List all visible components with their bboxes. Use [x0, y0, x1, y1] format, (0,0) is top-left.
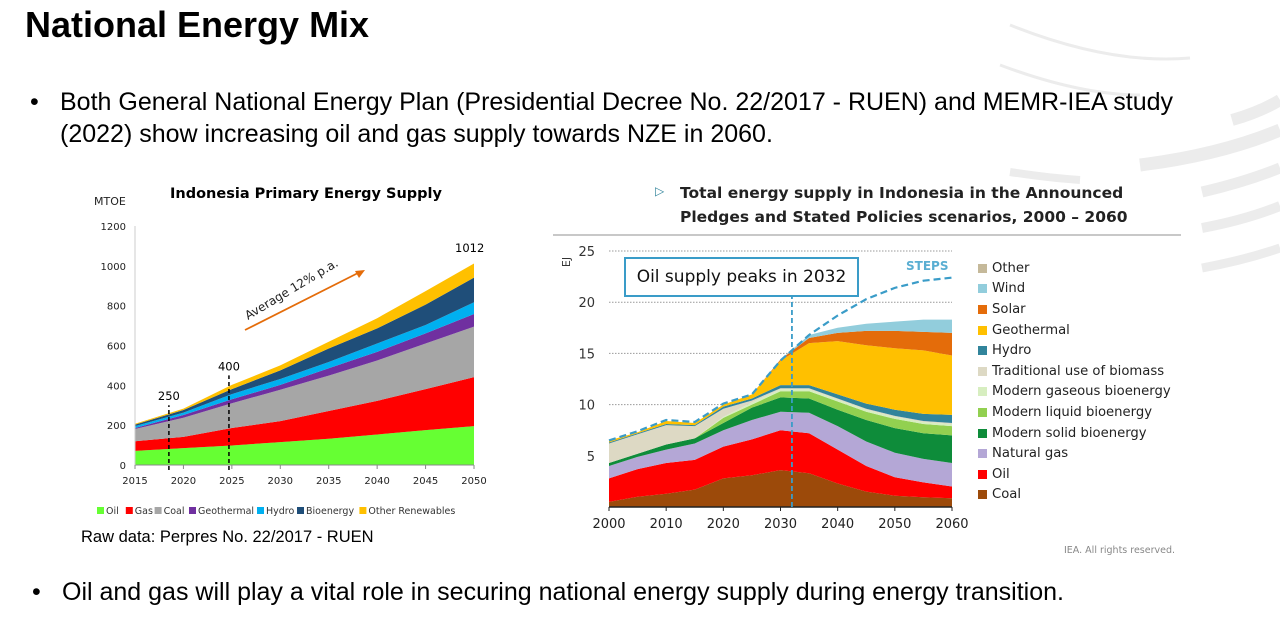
- area-gas: [135, 377, 474, 451]
- legend-swatch: [978, 346, 987, 356]
- bullet-icon: •: [32, 578, 41, 606]
- legend-swatch: [978, 449, 987, 459]
- triangle-right-icon: ▷: [655, 184, 665, 198]
- legend-label: Oil: [106, 506, 119, 517]
- x-tick-label: 2015: [122, 476, 147, 487]
- x-tick-label: 2045: [413, 476, 438, 487]
- oil-peak-callout: Oil supply peaks in 2032: [624, 257, 859, 297]
- legend-item: Oil: [978, 464, 1171, 485]
- legend-label: Geothermal: [992, 322, 1070, 338]
- x-tick-label: 2030: [268, 476, 293, 487]
- legend-swatch: [97, 507, 104, 514]
- legend-label: Modern liquid bioenergy: [992, 404, 1153, 420]
- legend-item: Other: [978, 258, 1171, 279]
- y-tick-label: 1000: [101, 262, 126, 273]
- chart-title: Total energy supply in Indonesia in the …: [680, 184, 1128, 226]
- legend-label: Coal: [164, 506, 185, 517]
- legend-label: Wind: [992, 281, 1026, 297]
- legend-label: Other: [992, 260, 1030, 276]
- legend-swatch: [125, 507, 133, 514]
- legend-swatch: [978, 407, 987, 417]
- legend-label: Solar: [992, 301, 1026, 317]
- legend-swatch: [257, 507, 264, 514]
- legend-label: Coal: [992, 487, 1022, 503]
- legend-label: Modern gaseous bioenergy: [992, 384, 1171, 400]
- legend-label: Natural gas: [992, 446, 1069, 462]
- legend-swatch: [978, 428, 987, 438]
- legend-label: Other Renewables: [368, 506, 455, 517]
- legend-label: Gas: [135, 506, 153, 517]
- chart-title: Indonesia Primary Energy Supply: [170, 186, 443, 202]
- legend-label: Geothermal: [198, 506, 254, 517]
- legend-label: Bioenergy: [306, 506, 354, 517]
- chart-legend: Other Wind Solar Geothermal Hydro Traditional…: [978, 258, 1171, 505]
- legend-swatch: [297, 507, 304, 514]
- legend-item: Wind: [978, 279, 1171, 300]
- legend-label: Oil: [992, 466, 1010, 482]
- legend-swatch: [978, 366, 987, 376]
- legend-item: Modern solid bioenergy: [978, 423, 1171, 444]
- title-divider: [553, 234, 1181, 236]
- y-tick-label: 1200: [101, 222, 126, 233]
- legend-swatch: [978, 325, 987, 335]
- legend-item: Coal: [978, 485, 1171, 506]
- marker-label: 400: [218, 359, 240, 373]
- legend-swatch: [978, 387, 987, 397]
- y-tick-label: 600: [107, 342, 126, 353]
- y-tick-label: 400: [107, 381, 126, 392]
- legend-label: Hydro: [992, 343, 1032, 359]
- legend-swatch: [978, 284, 987, 294]
- copyright-note: IEA. All rights reserved.: [1064, 545, 1176, 556]
- x-tick-label: 2050: [461, 476, 486, 487]
- legend-item: Traditional use of biomass: [978, 361, 1171, 382]
- legend-item: Natural gas: [978, 443, 1171, 464]
- legend-swatch: [978, 263, 987, 273]
- bullet-text: Both General National Energy Plan (Presi…: [60, 88, 1174, 148]
- slide-title: National Energy Mix: [25, 4, 370, 45]
- x-tick-label: 2040: [364, 476, 389, 487]
- end-total-label: 1012: [455, 241, 484, 255]
- bullet-point: • Oil and gas will play a vital role in …: [32, 576, 1064, 608]
- data-source-note: Raw data: Perpres No. 22/2017 - RUEN: [81, 528, 374, 546]
- marker-label: 250: [158, 389, 180, 403]
- y-tick-label: 200: [107, 421, 126, 432]
- legend-item: Modern gaseous bioenergy: [978, 382, 1171, 403]
- x-tick-label: 2020: [171, 476, 196, 487]
- bullet-point: • Both General National Energy Plan (Pre…: [30, 86, 1240, 150]
- legend-swatch: [978, 304, 987, 314]
- legend-item: Solar: [978, 299, 1171, 320]
- bullet-text: Oil and gas will play a vital role in se…: [62, 578, 1064, 606]
- legend-swatch: [189, 507, 196, 514]
- y-tick-label: 0: [120, 461, 126, 472]
- legend-swatch: [154, 507, 162, 514]
- x-tick-label: 2035: [316, 476, 341, 487]
- legend-swatch: [359, 507, 367, 514]
- legend-label: Modern solid bioenergy: [992, 425, 1147, 441]
- bullet-icon: •: [30, 88, 39, 116]
- legend-swatch: [978, 490, 987, 500]
- area-oil: [135, 426, 474, 465]
- y-axis-unit: MTOE: [94, 195, 126, 208]
- arrow-head-icon: [355, 270, 365, 278]
- area-coal: [135, 326, 474, 442]
- legend-item: Modern liquid bioenergy: [978, 402, 1171, 423]
- x-tick-label: 2025: [219, 476, 244, 487]
- legend-label: Hydro: [266, 506, 294, 517]
- legend-item: Hydro: [978, 340, 1171, 361]
- y-tick-label: 800: [107, 302, 126, 313]
- legend-swatch: [978, 469, 987, 479]
- legend-label: Traditional use of biomass: [992, 363, 1165, 379]
- growth-arrow: [244, 271, 361, 331]
- legend-item: Geothermal: [978, 320, 1171, 341]
